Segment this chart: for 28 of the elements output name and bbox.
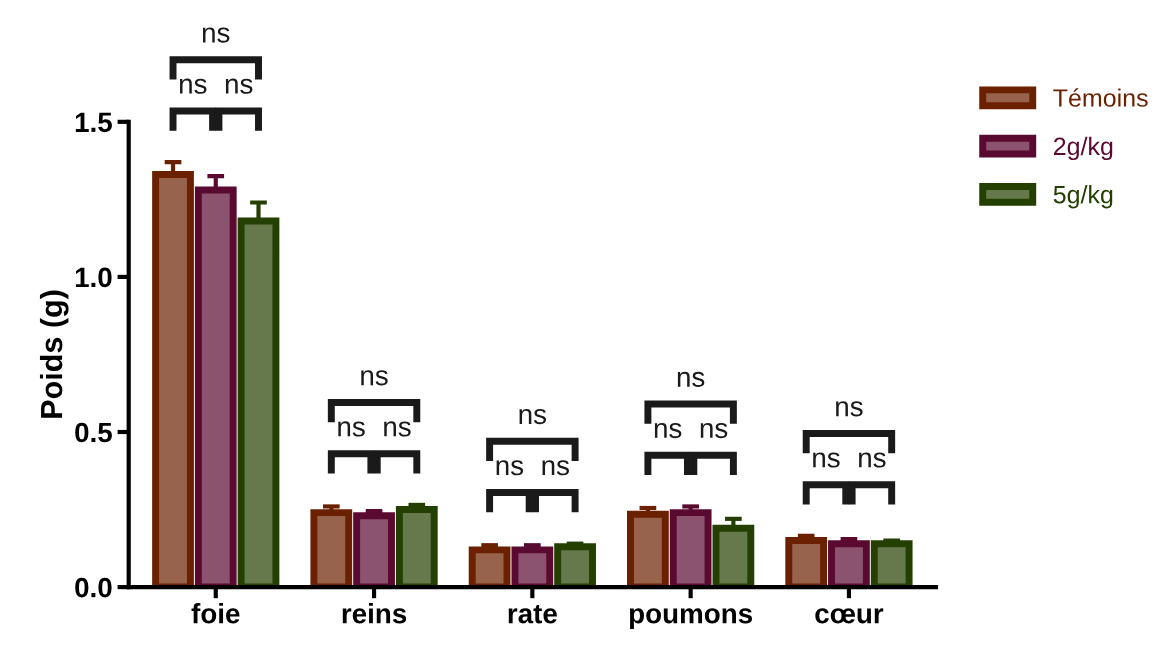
legend-label: 5g/kg bbox=[1053, 185, 1113, 209]
legend-label: Témoins bbox=[1053, 88, 1148, 107]
annotation: ns bbox=[542, 460, 569, 476]
annotation: ns bbox=[496, 460, 524, 476]
annotation: ns bbox=[859, 452, 886, 468]
text: ns bbox=[179, 78, 207, 94]
y-tick-label: 1.0 bbox=[75, 267, 112, 288]
annotation: ns bbox=[361, 370, 388, 386]
annotation: ns bbox=[654, 422, 682, 439]
annotation: ns bbox=[384, 421, 411, 437]
x-tick-label: poumons bbox=[629, 608, 752, 629]
annotation: ns bbox=[338, 421, 365, 437]
x-tick-label: foie bbox=[191, 603, 240, 624]
x-tick-label: rate bbox=[508, 605, 557, 624]
legend-label: 2g/kg bbox=[1053, 136, 1113, 161]
y-tick-label: 1.5 bbox=[75, 112, 112, 133]
y-tick-label: 0.0 bbox=[75, 577, 112, 598]
text: ns bbox=[202, 27, 230, 43]
annotation: ns bbox=[677, 371, 705, 387]
y-tick-label: 0.5 bbox=[75, 422, 112, 443]
y-axis-title: Poids (g) bbox=[39, 290, 69, 418]
annotation: ns bbox=[836, 401, 863, 417]
annotation: ns bbox=[813, 452, 840, 468]
x-tick-label: cœur bbox=[815, 608, 884, 624]
annotation: ns bbox=[700, 422, 728, 439]
annotation: ns bbox=[519, 408, 547, 425]
text: ns bbox=[225, 78, 253, 94]
x-tick-label: reins bbox=[342, 603, 407, 624]
